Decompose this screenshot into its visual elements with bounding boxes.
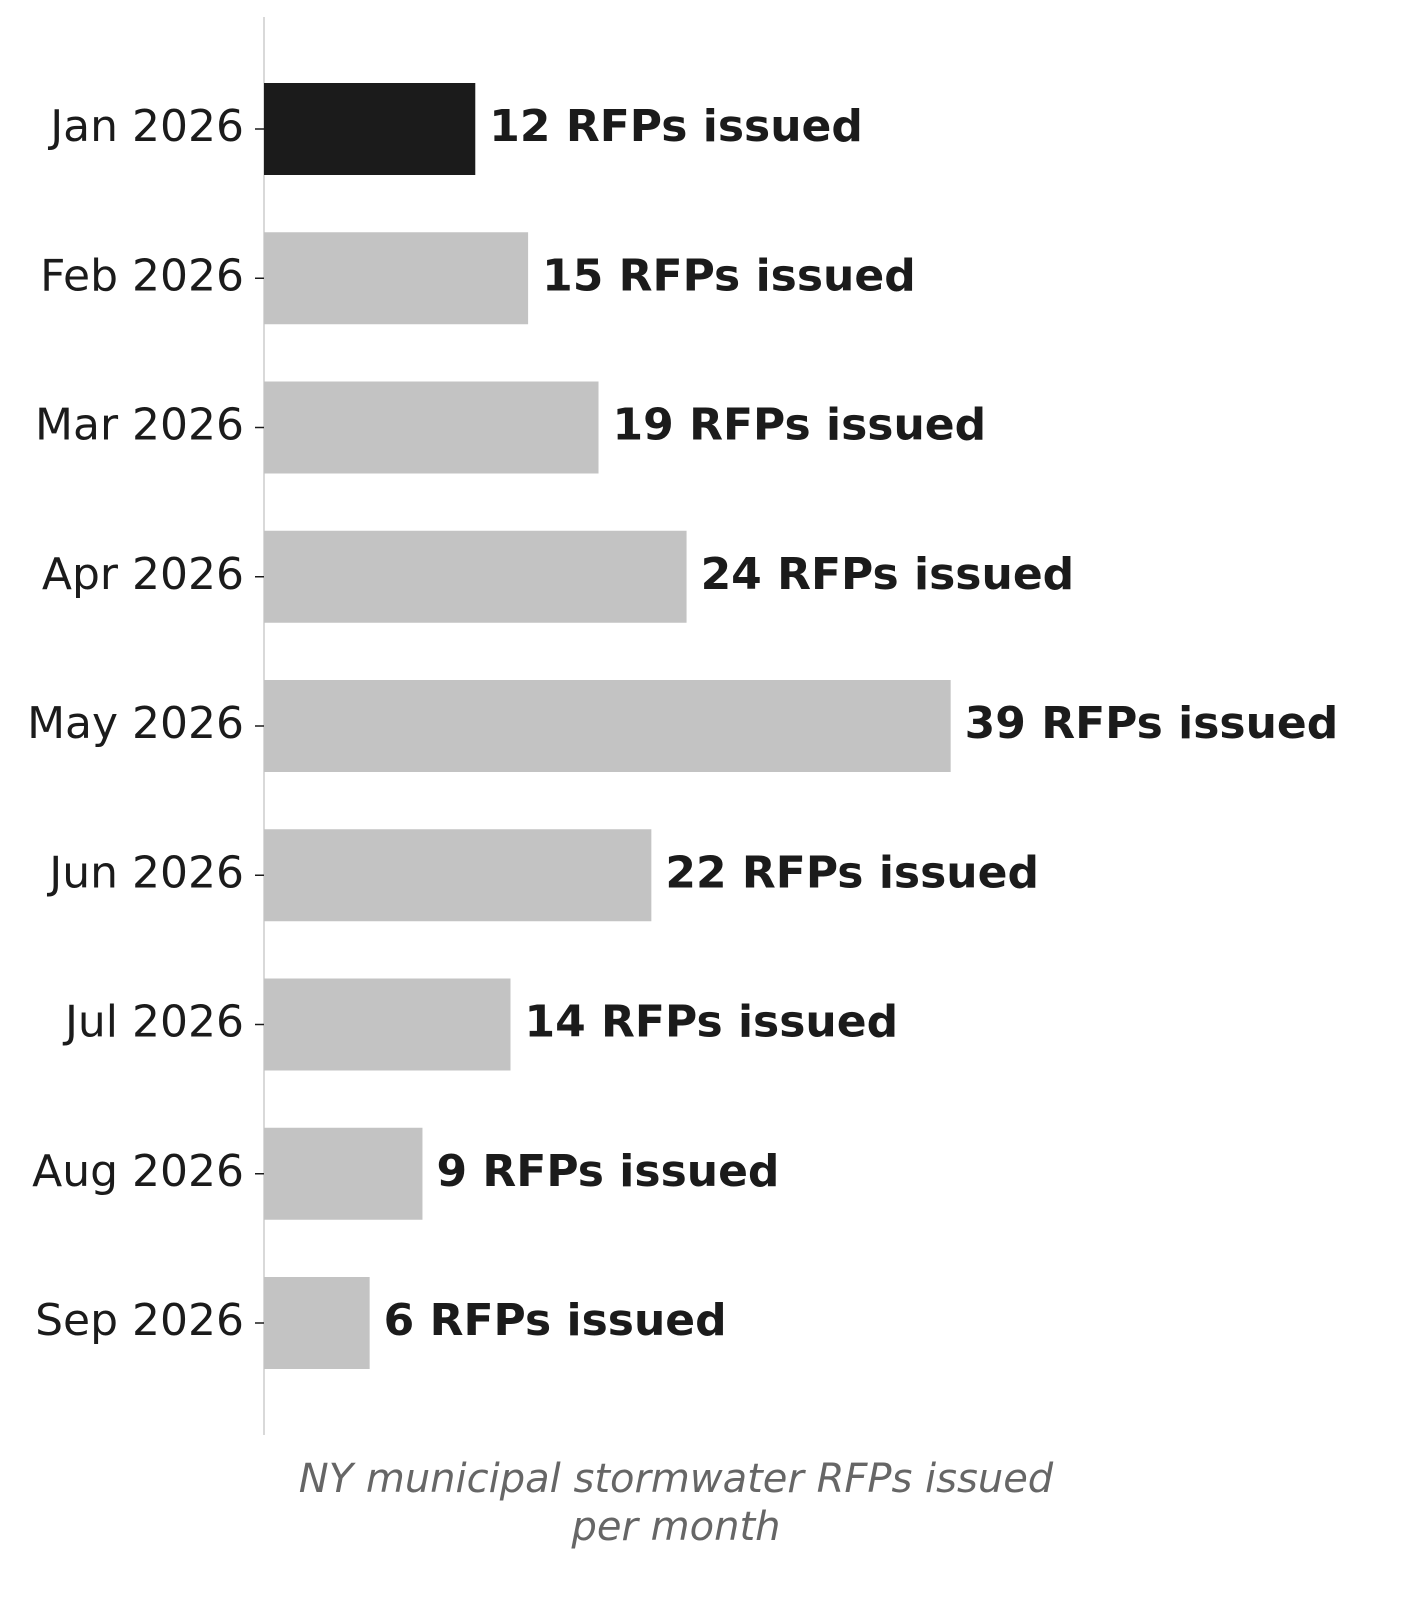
bar	[264, 381, 599, 474]
bar	[264, 1127, 423, 1220]
y-tick-label: Mar 2026	[35, 400, 244, 451]
value-label: 9 RFPs issued	[436, 1146, 779, 1197]
y-tick-label: May 2026	[27, 698, 244, 749]
value-label: 6 RFPs issued	[384, 1295, 727, 1346]
value-label: 22 RFPs issued	[665, 847, 1039, 898]
bar	[264, 530, 687, 623]
value-label: 19 RFPs issued	[613, 400, 987, 451]
bar	[264, 232, 529, 325]
bar	[264, 1277, 370, 1369]
y-tick-label: Feb 2026	[40, 250, 244, 301]
value-label: 12 RFPs issued	[489, 101, 863, 152]
value-label: 15 RFPs issued	[542, 250, 916, 301]
x-axis-label: NY municipal stormwater RFPs issued per …	[298, 1456, 1054, 1550]
bar	[264, 680, 951, 772]
value-label: 24 RFPs issued	[701, 549, 1075, 600]
value-label: 14 RFPs issued	[524, 997, 898, 1048]
bar	[264, 83, 476, 175]
y-tick-label: Jul 2026	[62, 997, 244, 1048]
bar	[264, 978, 511, 1071]
y-tick-label: Sep 2026	[35, 1295, 244, 1346]
bar	[264, 829, 652, 922]
y-tick-label: Aug 2026	[32, 1146, 244, 1197]
y-tick-label: Apr 2026	[42, 549, 244, 600]
y-tick-label: Jun 2026	[46, 847, 244, 898]
value-label: 39 RFPs issued	[965, 698, 1339, 749]
y-tick-label: Jan 2026	[47, 101, 244, 152]
